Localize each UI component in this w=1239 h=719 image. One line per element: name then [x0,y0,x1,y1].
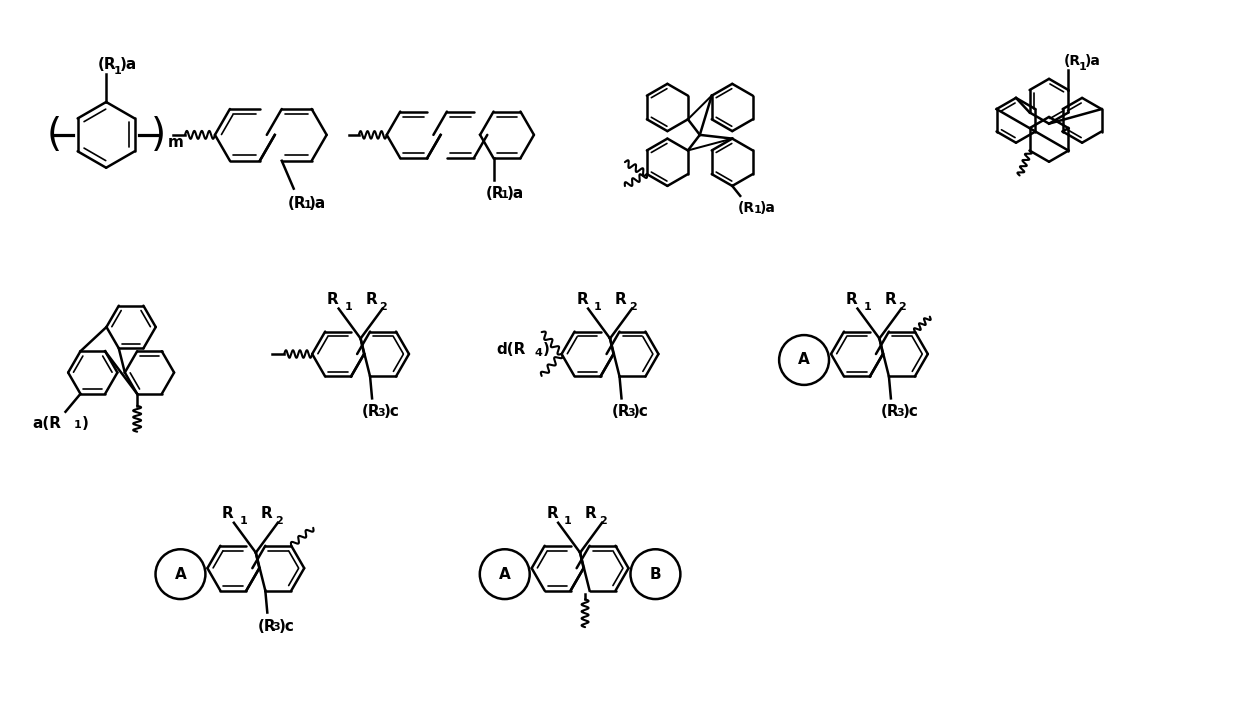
Text: ): ) [150,116,166,154]
Text: R: R [576,292,589,306]
Text: )a: )a [760,201,776,215]
Text: (R: (R [486,186,504,201]
Text: 1: 1 [73,420,82,430]
Text: (R: (R [612,404,631,419]
Text: R: R [885,292,896,306]
Text: (R: (R [881,404,900,419]
Text: 2: 2 [379,302,388,312]
Text: 3: 3 [273,623,280,633]
Text: R: R [846,292,857,306]
Text: A: A [175,567,186,582]
Text: (R: (R [258,618,276,633]
Text: 2: 2 [275,516,282,526]
Text: 1: 1 [501,190,509,200]
Text: )c: )c [633,404,649,419]
Text: A: A [499,567,510,582]
Text: R: R [546,505,558,521]
Text: 4: 4 [535,348,543,358]
Text: (R: (R [362,404,380,419]
Text: 1: 1 [114,66,121,76]
Text: (R: (R [98,57,116,72]
Text: A: A [798,352,810,367]
Text: 1: 1 [564,516,572,526]
Text: ): ) [82,416,88,431]
Text: (R: (R [738,201,756,215]
Text: R: R [260,505,273,521]
Text: )a: )a [507,186,524,201]
Text: )a: )a [1085,54,1100,68]
Text: (R: (R [287,196,306,211]
Text: 2: 2 [629,302,637,312]
Text: m: m [169,135,183,150]
Text: 1: 1 [1079,62,1087,72]
Text: ): ) [543,342,550,357]
Text: B: B [649,567,662,582]
Text: a(R: a(R [32,416,62,431]
Text: 2: 2 [898,302,906,312]
Text: R: R [327,292,338,306]
Text: R: R [222,505,234,521]
Text: 1: 1 [753,205,762,215]
Text: R: R [615,292,627,306]
Text: )c: )c [279,618,295,633]
Text: (R: (R [1063,54,1080,68]
Text: 2: 2 [598,516,607,526]
Text: )c: )c [384,404,399,419]
Text: d(R: d(R [497,342,527,357]
Text: R: R [366,292,378,306]
Text: 1: 1 [593,302,602,312]
Text: )a: )a [120,57,136,72]
Text: 3: 3 [378,408,385,418]
Text: 3: 3 [896,408,904,418]
Text: (: ( [47,116,62,154]
Text: 1: 1 [344,302,352,312]
Text: 1: 1 [304,200,311,210]
Text: 3: 3 [627,408,634,418]
Text: 1: 1 [864,302,871,312]
Text: )c: )c [902,404,918,419]
Text: R: R [585,505,597,521]
Text: 1: 1 [240,516,248,526]
Text: )a: )a [310,196,326,211]
